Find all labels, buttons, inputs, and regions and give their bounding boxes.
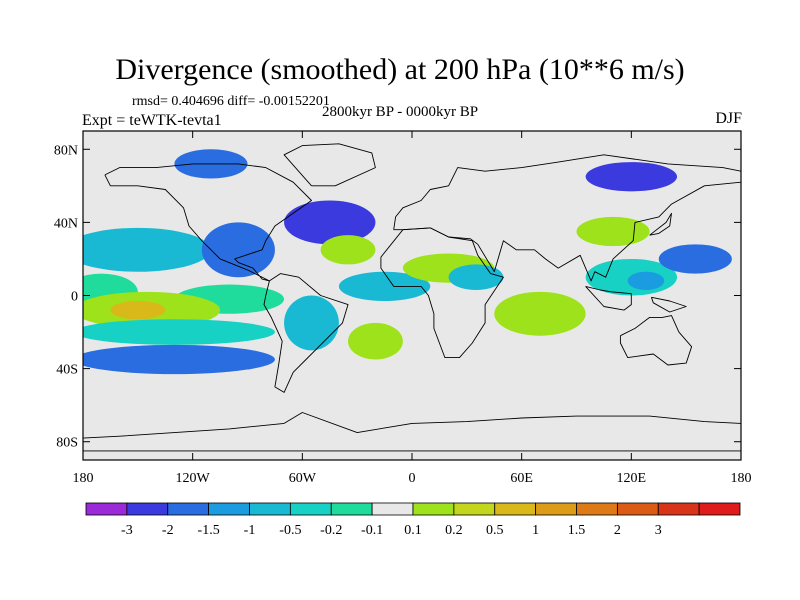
colorbar-label: 0.5 [486,523,504,538]
colorbar-swatch [85,502,128,516]
field-north-pacific-warm-band [83,227,211,272]
field-siberia-green [585,162,678,192]
coastlines [83,143,741,452]
lon-tick-label: 0 [409,471,416,486]
coastline-3 [393,154,741,282]
period-label: 2800kyr BP - 0000kyr BP [321,104,479,120]
stats-label: rmsd= 0.404696 diff= -0.00152201 [132,94,330,109]
colorbar-swatch [453,502,496,516]
colorbar-swatch [576,502,618,516]
coastline-0 [104,163,312,282]
field-south-pacific-blue-core [110,300,166,320]
map-plot-area[interactable] [65,131,741,460]
colorbar-swatch [289,502,332,516]
coastline-9 [649,212,672,236]
colorbar-label: -2 [162,523,174,538]
colorbar-swatch [126,502,169,516]
lon-tick-label: 60W [289,471,317,486]
lon-tick-label: 180 [73,471,94,486]
coastline-2 [283,143,376,187]
colorbar-label: -0.2 [320,523,342,538]
lon-tick-label: 120W [176,471,211,486]
colorbar-swatch [698,502,741,516]
experiment-label: Expt = teWTK-tevta1 [82,112,222,129]
colorbar-swatch [167,502,210,516]
coastline-7 [585,285,632,311]
colorbar-label: 3 [655,523,662,538]
colorbar-label: 0.2 [445,523,463,538]
colorbar-label: 0.1 [404,523,422,538]
colorbar-label: -1.5 [198,523,220,538]
lat-tick-label: 40S [56,363,78,378]
coastline-5 [619,315,693,366]
field-south-pacific-green-band [83,344,275,375]
colorbar-swatch [616,502,659,516]
field-arabia-orange [448,264,504,291]
colorbar-label: -0.5 [279,523,301,538]
colorbar-label: 1.5 [568,523,586,538]
lon-tick-label: 180 [731,471,752,486]
lat-tick-label: 40N [54,216,78,231]
map-axes: 180 120W 60W 0 60E 120E 180 80N 40N 0 40S 80S [54,130,752,486]
colorbar-label: 2 [614,523,621,538]
field-indian-ocean-cyan [494,291,586,336]
lat-tick-label: 80N [54,143,78,158]
field-south-pacific-orange-band [83,319,275,345]
colorbar-swatch [371,502,414,516]
lon-tick-label: 60E [510,471,533,486]
season-label: DJF [715,110,742,127]
lon-tick-label: 120E [617,471,647,486]
field-atlantic-equator-orange [338,271,431,301]
field-south-america-orange [284,295,339,351]
colorbar-swatch [535,502,577,516]
colorbar-label: -0.1 [361,523,383,538]
colorbar-swatch [208,502,250,516]
colorbar-swatch [657,502,700,516]
colorbar-label: -1 [244,523,256,538]
field-china-cyan [576,216,650,247]
lat-tick-label: 80S [56,436,78,451]
field-central-pacific-green [201,222,275,278]
coastline-6 [83,412,741,452]
coastline-8 [650,296,687,313]
coastline-4 [380,227,504,359]
coastline-1 [263,273,349,393]
colorbar-swatch [494,502,537,516]
field-maritime-continent-red-core [627,271,665,291]
colorbar: -3 -2 -1.5 -1 -0.5 -0.2 -0.1 0.1 0.2 0.5 1 1.5 2 3 [85,502,741,538]
field-north-atlantic-cyan [320,235,376,265]
field-west-pacific-green [658,244,732,274]
field-south-atlantic-cyan [348,322,403,360]
colorbar-swatch [412,502,455,516]
colorbar-swatch [330,502,373,516]
colorbar-label: -3 [121,523,133,538]
figure-title: Divergence (smoothed) at 200 hPa (10**6 … [115,53,685,86]
colorbar-label: 1 [532,523,539,538]
colorbar-swatch [249,502,291,516]
lat-tick-label: 0 [71,290,78,305]
field-north-atlantic-green [284,200,376,245]
